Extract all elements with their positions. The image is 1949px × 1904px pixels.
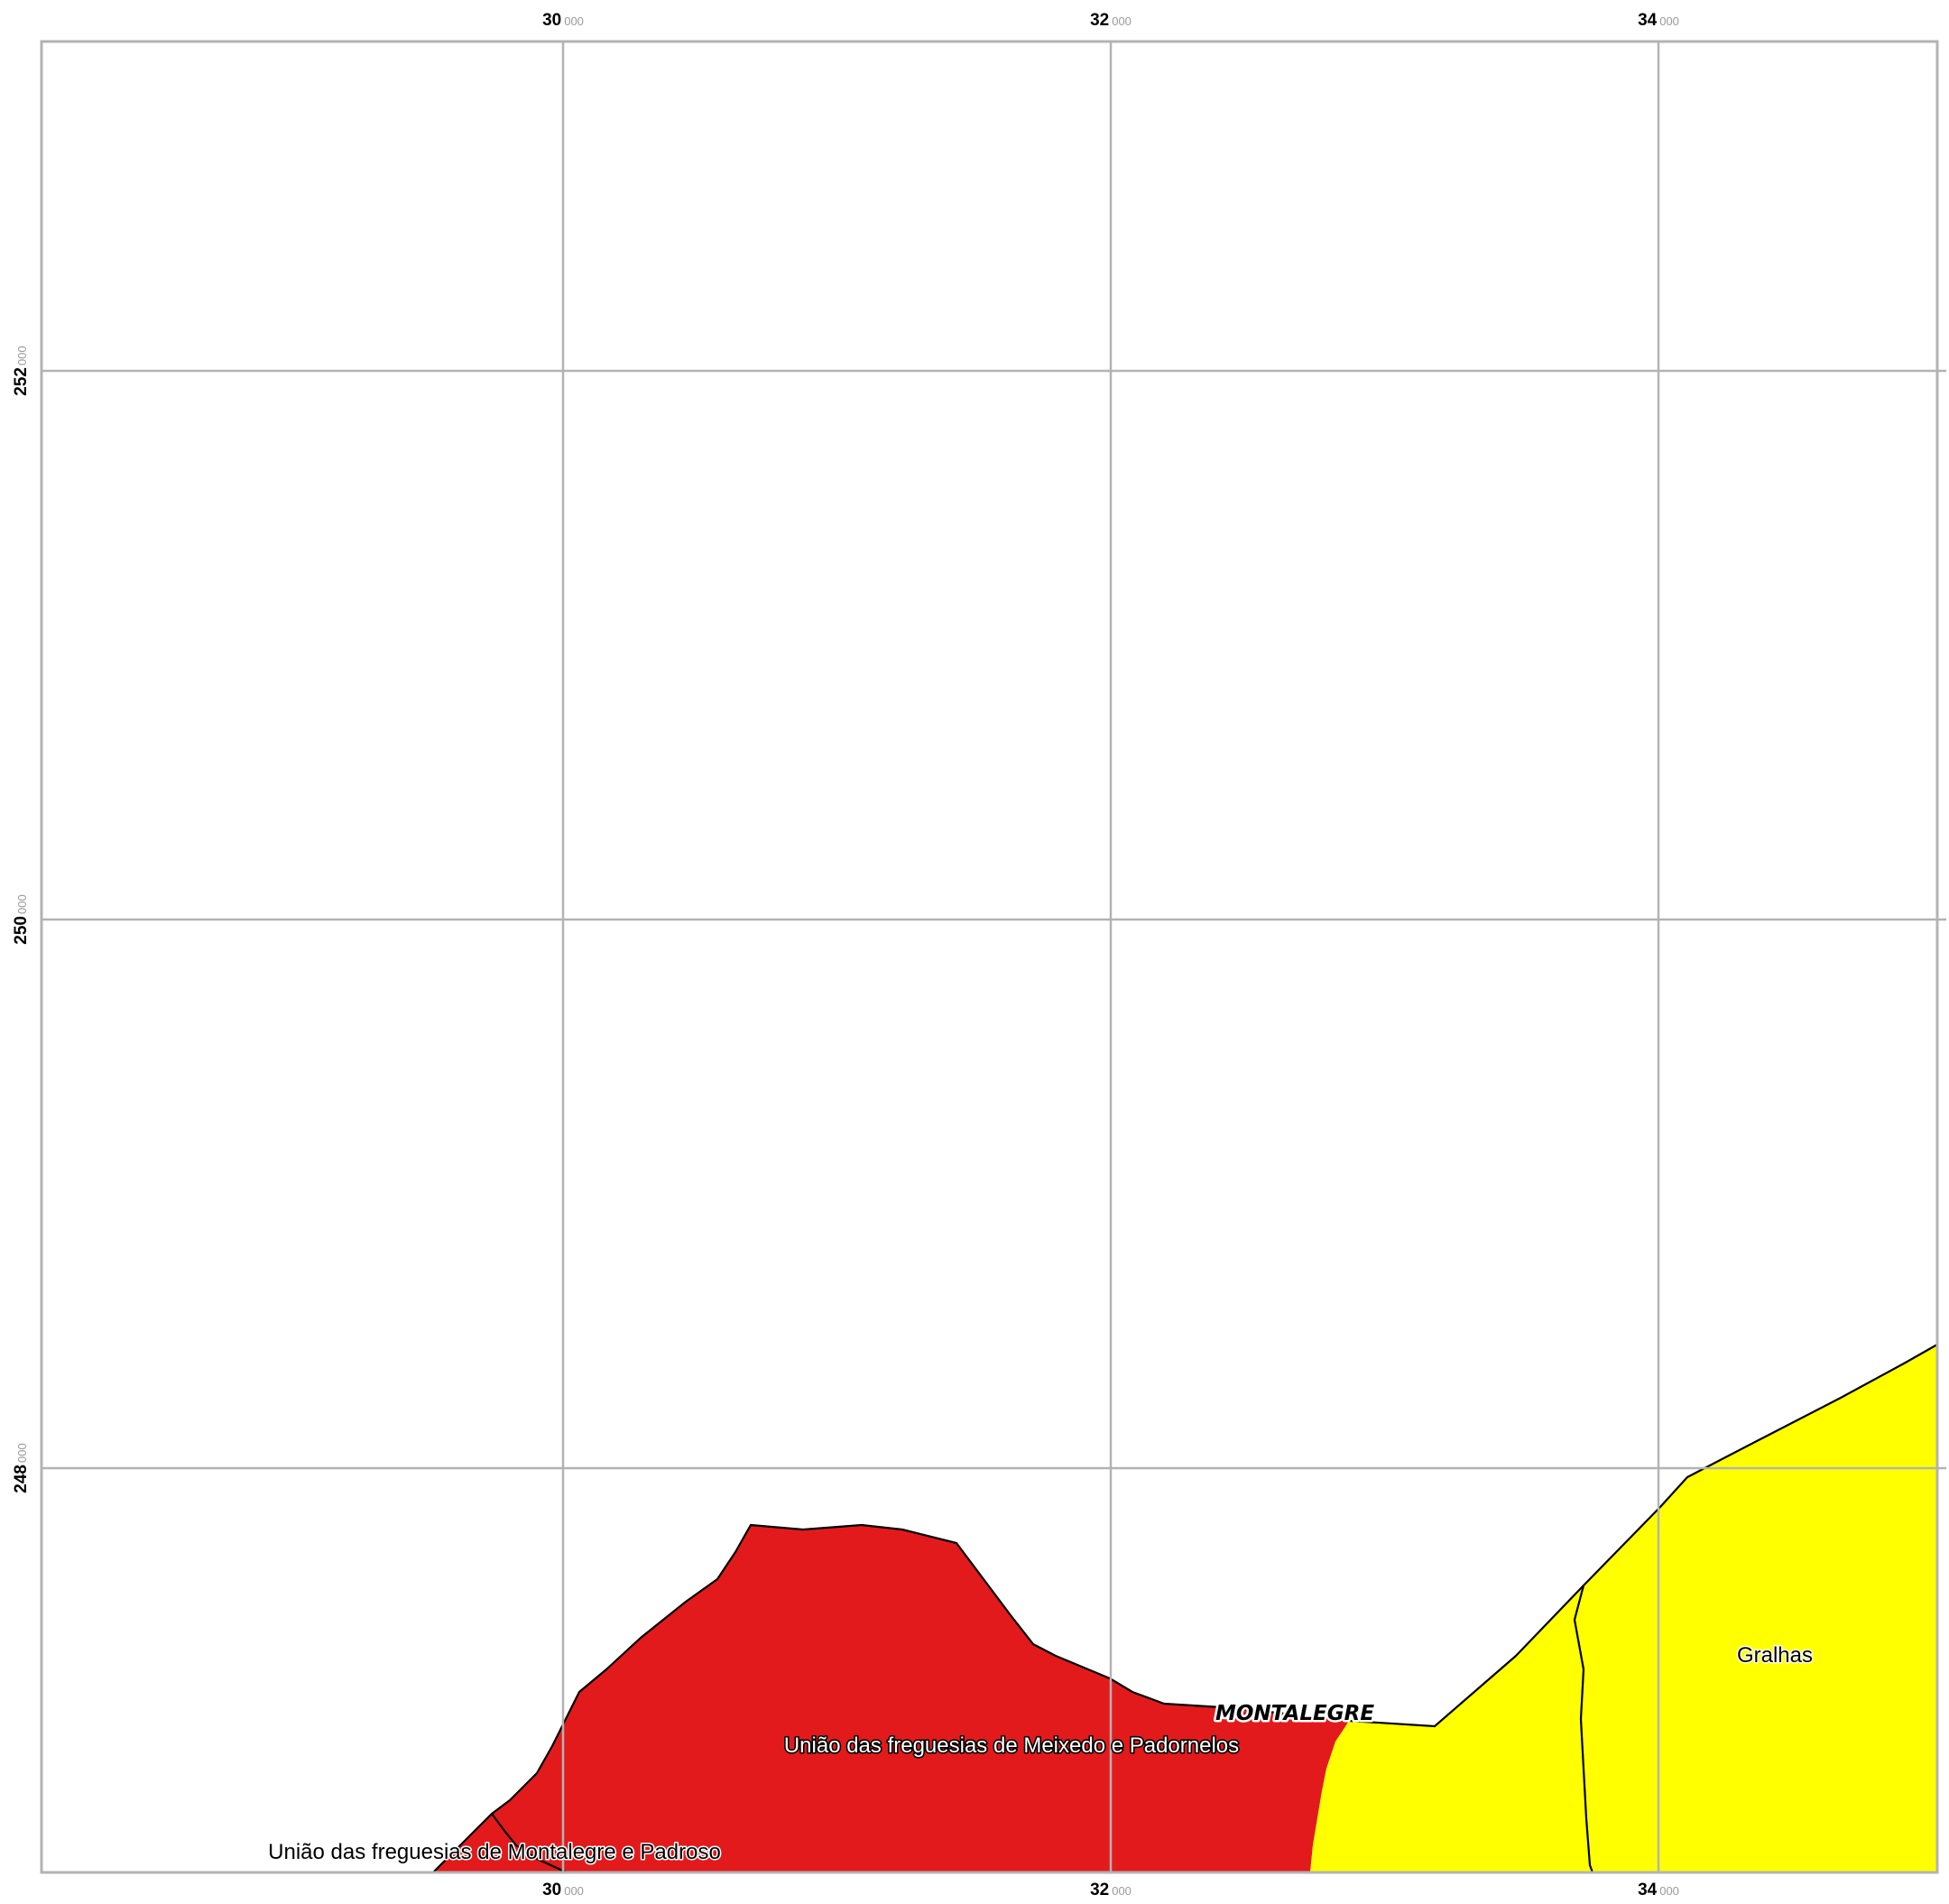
boundary-montalegre-padroso: [491, 1813, 568, 1874]
x-tick-32-bottom: 32 000: [1090, 1881, 1132, 1899]
boundary-gralhas-internal: [1573, 1585, 1594, 1873]
x-tick-30-bottom: 30 000: [542, 1881, 584, 1899]
label-municipality-montalegre: MONTALEGRE: [1215, 1702, 1374, 1725]
parish-meixedo-padornelos-area[interactable]: [433, 1525, 1349, 1872]
y-axis-labels-left: 252000 250000 248000: [12, 346, 31, 1493]
y-tick-252: 252000: [12, 346, 31, 395]
x-tick-30-top: 30 000: [542, 11, 584, 30]
label-montalegre-padroso: União das freguesias de Montalegre e Pad…: [268, 1840, 721, 1864]
x-tick-34-bottom: 34 000: [1638, 1881, 1679, 1899]
x-axis-labels-bottom: 30 000 32 000 34 000: [542, 1881, 1679, 1899]
boundary-meixedo-north: [432, 1344, 1938, 1873]
label-meixedo-padornelos: União das freguesias de Meixedo e Padorn…: [784, 1733, 1239, 1758]
x-tick-32-top: 32 000: [1090, 11, 1132, 30]
x-tick-34-top: 34 000: [1638, 11, 1679, 30]
x-axis-labels-top: 30 000 32 000 34 000: [542, 11, 1679, 30]
parish-gralhas-area[interactable]: [1310, 1345, 1937, 1872]
y-tick-248: 248000: [12, 1443, 31, 1493]
label-gralhas: Gralhas: [1737, 1643, 1813, 1668]
y-tick-250: 250000: [12, 894, 31, 944]
graticule: [42, 42, 1946, 1872]
map-frame: [40, 40, 1939, 1874]
